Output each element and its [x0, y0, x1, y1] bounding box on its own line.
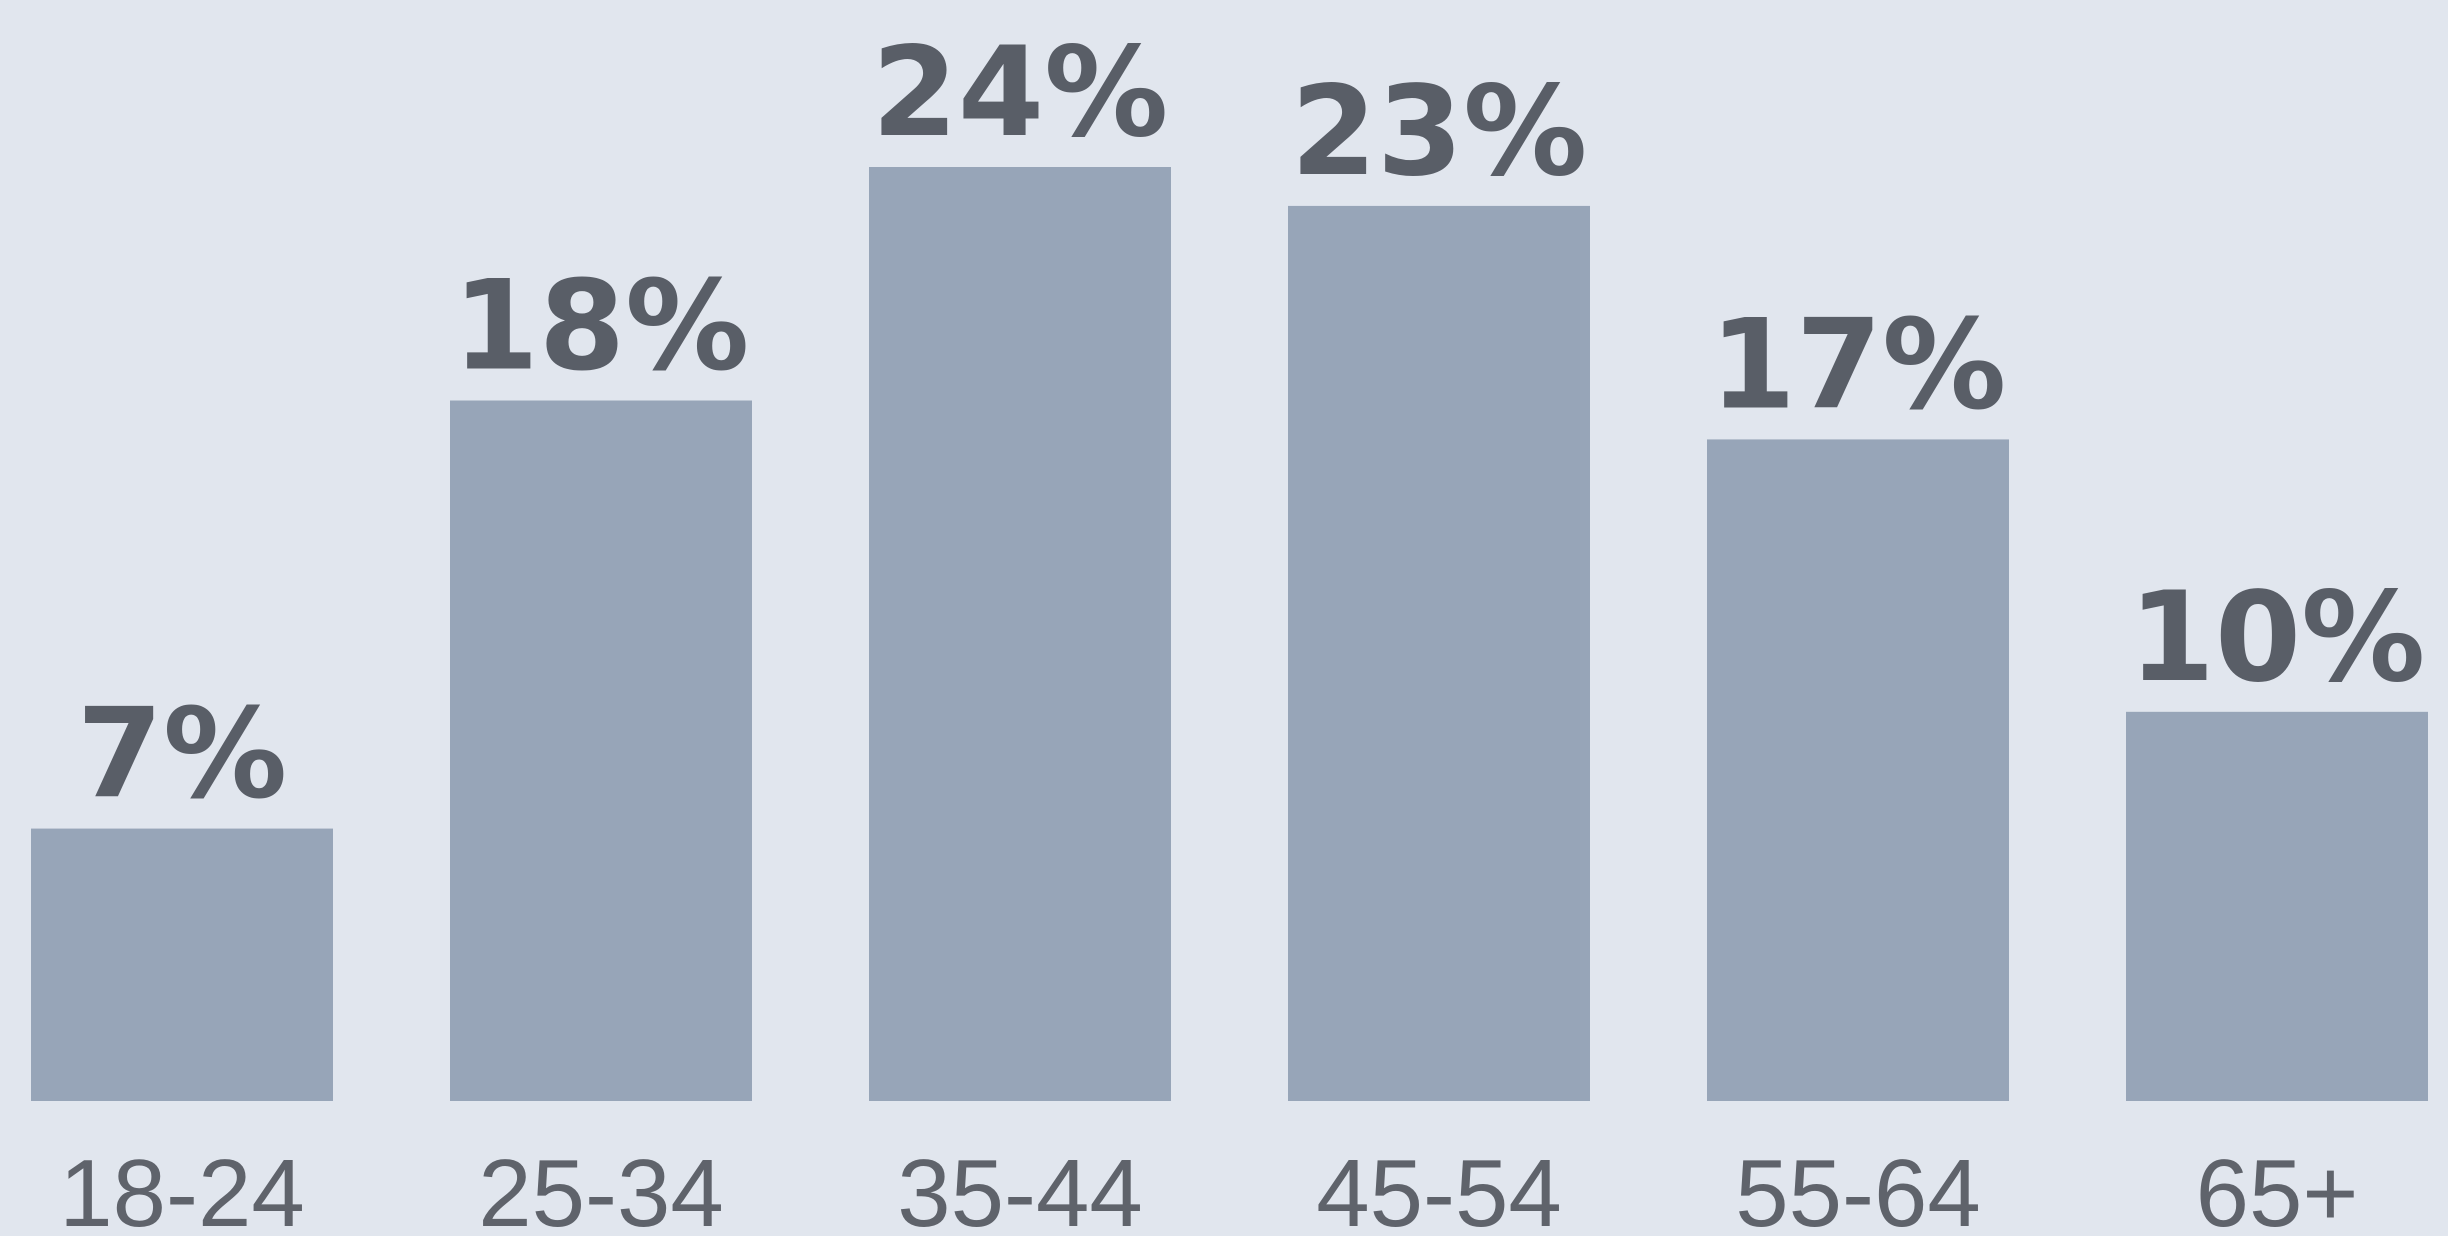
bar-55-64: [1707, 439, 2009, 1102]
tick-labels-layer: 18-24 25-34 35-44 45-54 55-64 65+: [59, 1140, 2358, 1236]
bar-18-24: [31, 828, 333, 1101]
value-labels-layer: 7% 18% 24% 23% 17% 10%: [77, 21, 2426, 827]
tick-label-65: 65+: [2196, 1140, 2359, 1236]
bar-35-44: [869, 167, 1171, 1101]
tick-label-45-54: 45-54: [1316, 1140, 1562, 1236]
value-label-25-34: 18%: [453, 255, 750, 399]
bar-45-54: [1288, 205, 1590, 1101]
tick-label-25-34: 25-34: [478, 1140, 724, 1236]
value-label-55-64: 17%: [1710, 293, 2007, 437]
tick-label-55-64: 55-64: [1735, 1140, 1981, 1236]
tick-label-18-24: 18-24: [59, 1140, 305, 1236]
bar-25-34: [450, 400, 752, 1101]
bars-layer: [31, 167, 2428, 1102]
tick-label-35-44: 35-44: [897, 1140, 1143, 1236]
value-label-35-44: 24%: [872, 21, 1169, 165]
bar-65: [2126, 711, 2428, 1101]
value-label-65: 10%: [2129, 566, 2426, 710]
value-label-18-24: 7%: [77, 683, 288, 827]
value-label-45-54: 23%: [1291, 60, 1588, 204]
